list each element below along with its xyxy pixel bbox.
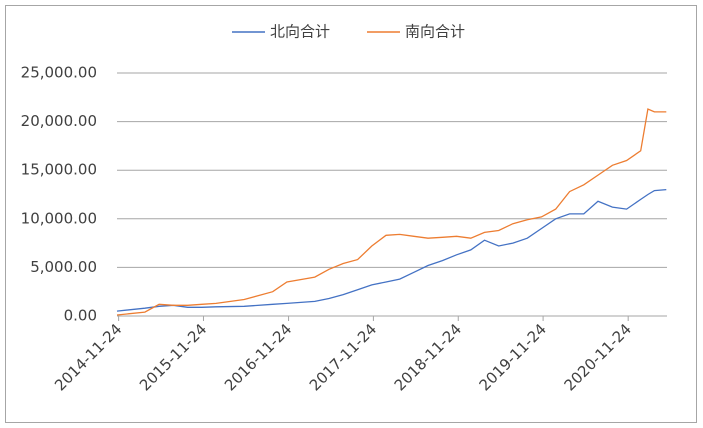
y-tick-label: 5,000.00 [30,258,97,276]
y-tick-label: 10,000.00 [21,209,97,227]
legend-label: 北向合计 [270,23,330,41]
y-tick-label: 20,000.00 [21,112,97,130]
y-tick-label: 15,000.00 [21,161,97,179]
series-line [116,188,667,312]
y-tick-label: 25,000.00 [21,64,97,82]
series-line [116,108,667,316]
y-tick-label: 0.00 [64,307,97,325]
legend-label: 南向合计 [405,23,465,41]
